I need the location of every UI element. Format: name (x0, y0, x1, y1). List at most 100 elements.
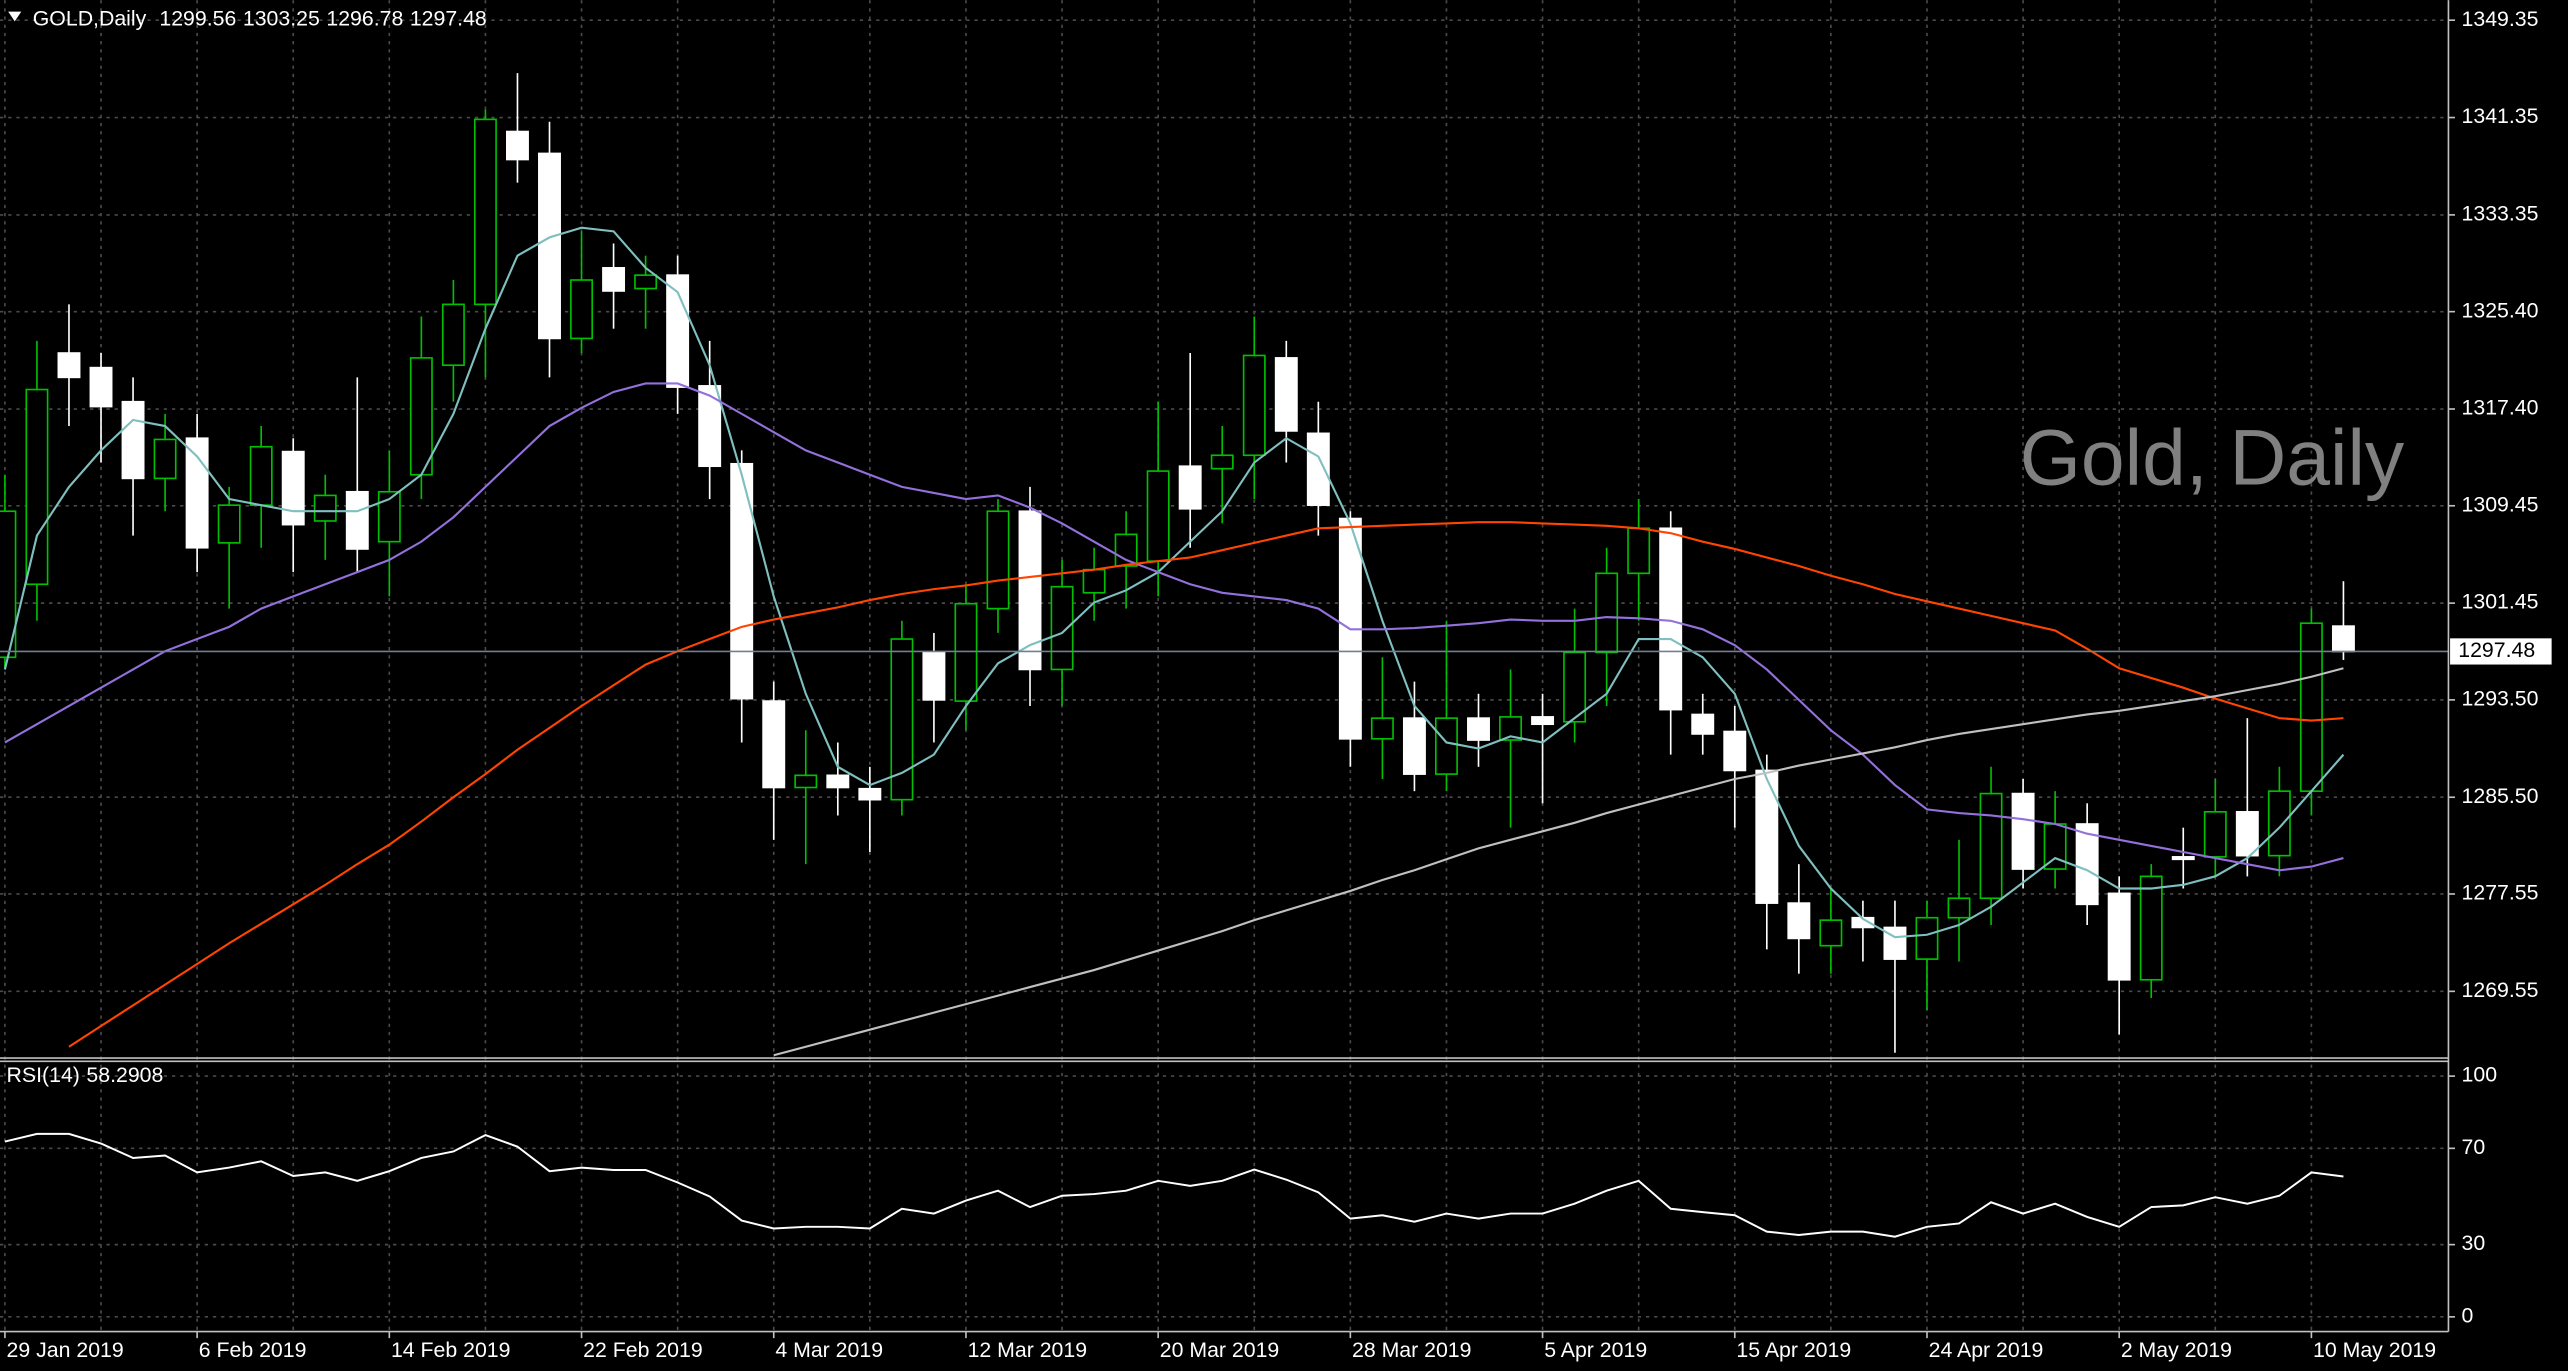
x-tick-label: 6 Feb 2019 (199, 1338, 307, 1362)
bull-candle (153, 438, 177, 480)
bear-candle (1723, 730, 1747, 772)
bear-candle (2075, 823, 2099, 906)
rsi-value: 58.2908 (86, 1063, 163, 1087)
bull-candle (2203, 811, 2227, 858)
bull-candle (473, 118, 497, 306)
bull-candle (1563, 651, 1587, 723)
low-value: 1296.78 (326, 6, 403, 30)
x-tick-label: 29 Jan 2019 (7, 1338, 124, 1362)
bear-candle (2107, 892, 2131, 981)
bear-candle (826, 774, 850, 789)
bear-candle (1531, 716, 1555, 726)
bear-candle (2331, 625, 2355, 653)
bull-candle (25, 388, 49, 586)
moving-average (3, 226, 2345, 939)
bear-candle (1659, 527, 1683, 711)
x-tick-label: 22 Feb 2019 (583, 1338, 703, 1362)
current-price-box (2450, 638, 2552, 665)
y-tick-label: 1317.40 (2462, 396, 2539, 420)
bull-candle (954, 602, 978, 702)
x-tick-label: 24 Apr 2019 (1929, 1338, 2044, 1362)
bull-candle (1915, 916, 1939, 960)
bear-candle (1274, 357, 1298, 432)
bull-candle (794, 774, 818, 789)
bull-candle (986, 510, 1010, 610)
bull-candle (409, 357, 433, 476)
bear-candle (89, 366, 113, 408)
moving-average (68, 521, 2344, 1048)
bull-candle (1595, 572, 1619, 654)
x-tick-label: 14 Feb 2019 (391, 1338, 511, 1362)
bull-candle (1082, 568, 1106, 594)
watermark: Gold, Daily (2020, 413, 2405, 501)
grid (0, 0, 2449, 1332)
rsi-line (4, 1132, 2344, 1238)
symbol: GOLD,Daily (33, 6, 147, 30)
price-plot (0, 73, 2449, 1057)
bull-candle (1627, 527, 1651, 575)
bear-candle (345, 490, 369, 550)
moving-average (4, 382, 2344, 872)
bear-candle (922, 651, 946, 701)
open-value: 1299.56 (159, 6, 236, 30)
dropdown-icon (8, 11, 22, 22)
y-tick-label: 30 (2462, 1231, 2486, 1255)
y-tick-label: 1277.55 (2462, 881, 2539, 905)
moving-average (773, 667, 2344, 1057)
axes (0, 0, 2450, 1333)
y-tick-label: 1309.45 (2462, 492, 2539, 516)
y-tick-label: 1269.55 (2462, 978, 2539, 1002)
bear-candle (698, 385, 722, 468)
y-tick-label: 1333.35 (2462, 202, 2539, 226)
bear-candle (2011, 792, 2035, 870)
bear-candle (730, 462, 754, 700)
x-tick-label: 15 Apr 2019 (1736, 1338, 1851, 1362)
bear-candle (1787, 902, 1811, 940)
bear-candle (1018, 510, 1042, 671)
y-tick-label: 0 (2462, 1303, 2474, 1327)
x-tick-label: 2 May 2019 (2121, 1338, 2232, 1362)
x-tick-label: 4 Mar 2019 (775, 1338, 883, 1362)
bull-candle (313, 494, 337, 522)
bear-candle (185, 437, 209, 549)
bull-candle (1242, 354, 1266, 457)
bull-candle (0, 510, 17, 659)
x-tick-label: 12 Mar 2019 (968, 1338, 1088, 1362)
y-tick-label: 1285.50 (2462, 784, 2539, 808)
bull-candle (377, 490, 401, 543)
bull-candle (1370, 717, 1394, 740)
bear-candle (121, 400, 145, 480)
rsi-title: RSI(14) (7, 1063, 80, 1087)
bear-candle (1178, 465, 1202, 510)
bull-candle (2139, 875, 2163, 981)
bull-candle (249, 445, 273, 506)
bear-candle (281, 450, 305, 526)
y-tick-label: 1325.40 (2462, 298, 2539, 322)
rsi-header: RSI(14) 58.2908 (7, 1063, 164, 1087)
x-tick-label: 20 Mar 2019 (1160, 1338, 1280, 1362)
bear-candle (1755, 769, 1779, 904)
bear-candle (2171, 856, 2195, 861)
y-tick-label: 1293.50 (2462, 686, 2539, 710)
bear-candle (602, 267, 626, 292)
bear-candle (506, 130, 529, 161)
x-tick-label: 5 Apr 2019 (1544, 1338, 1647, 1362)
bull-candle (2299, 622, 2323, 792)
bull-candle (441, 303, 465, 367)
close-value: 1297.48 (410, 6, 487, 30)
bear-candle (1691, 713, 1715, 735)
x-tick-label: 28 Mar 2019 (1352, 1338, 1471, 1362)
bull-candle (2043, 823, 2067, 870)
bull-candle (1146, 470, 1170, 562)
bear-candle (858, 787, 882, 801)
bull-candle (1499, 716, 1522, 741)
header: GOLD,Daily 1299.56 1303.25 1296.78 1297.48 (33, 6, 487, 30)
bull-candle (890, 638, 914, 801)
high-value: 1303.25 (243, 6, 320, 30)
x-tick-label: 10 May 2019 (2313, 1338, 2436, 1362)
y-tick-label: 1301.45 (2462, 590, 2539, 614)
bull-candle (1435, 717, 1458, 775)
